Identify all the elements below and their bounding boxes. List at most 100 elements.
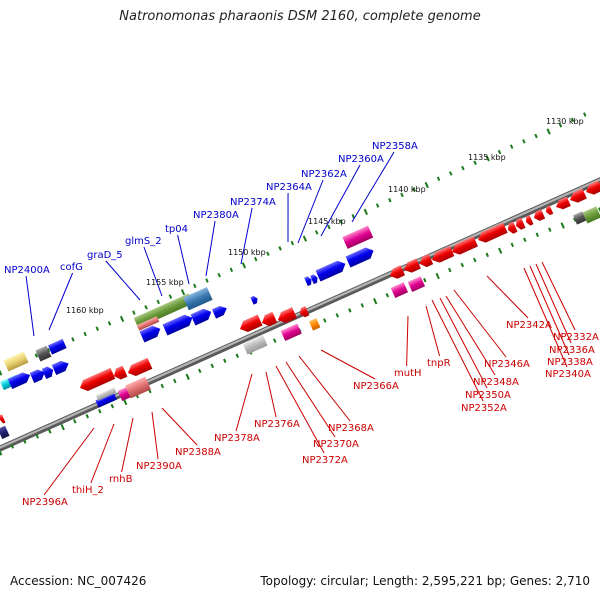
leader-line (486, 275, 529, 319)
inner-scale-tick (35, 434, 40, 439)
inner-scale-tick (223, 358, 227, 364)
outer-scale-tick (424, 181, 429, 189)
leader-line (445, 295, 496, 376)
gene-feature (300, 306, 310, 318)
leader-line (298, 355, 351, 422)
inner-scale-tick (73, 419, 77, 424)
outer-scale-tick (266, 251, 270, 256)
gene-feature (582, 206, 600, 224)
genome-backbone-highlight (0, 178, 600, 449)
inner-scale-tick (560, 222, 565, 229)
genome-summary-text: Topology: circular; Length: 2,595,221 bp… (260, 574, 590, 588)
gene-feature (516, 217, 526, 230)
gene-features (0, 180, 600, 440)
gene-feature (125, 376, 151, 399)
leader-line (431, 299, 484, 402)
outer-scale-tick (363, 208, 368, 215)
inner-scale-tick (385, 293, 390, 298)
leader-line (523, 267, 568, 368)
outer-scale-tick (509, 144, 514, 149)
outer-scale-tick (119, 315, 125, 323)
gene-feature (310, 274, 318, 285)
gene-feature (242, 334, 268, 355)
outer-scale-tick (278, 246, 282, 251)
inner-scale-tick (110, 403, 115, 409)
gene-feature (95, 387, 117, 401)
outer-scale-tick (436, 176, 441, 182)
leader-line (121, 417, 134, 473)
leader-line (151, 411, 159, 460)
gene-feature (80, 367, 116, 392)
inner-scale-tick (523, 237, 527, 243)
outer-scale-tick (254, 256, 258, 262)
leader-line (48, 272, 74, 331)
leader-line (297, 179, 324, 244)
reverse-gene-label: NP2338A (547, 357, 593, 368)
inner-scale-tick (535, 232, 540, 237)
leader-line (529, 265, 570, 356)
reverse-gene-label: NP2378A (214, 433, 260, 444)
outer-scale-tick (180, 288, 186, 296)
forward-gene-label: NP2360A (338, 154, 384, 165)
outer-scale-tick (83, 331, 87, 337)
inner-scale-tick (210, 363, 215, 369)
gene-feature (526, 214, 534, 226)
inner-scale-tick (10, 444, 15, 449)
outer-scale-tick (327, 224, 331, 230)
outer-scale-tick (95, 326, 100, 331)
forward-gene-label: NP2362A (301, 169, 347, 180)
gene-feature (546, 205, 554, 216)
leader-line (43, 427, 95, 496)
accession-text: Accession: NC_007426 (10, 574, 147, 588)
outer-scale-tick (473, 160, 477, 165)
label-leader-lines (25, 151, 576, 496)
gene-feature (308, 318, 321, 331)
outer-scale-tick (205, 278, 209, 283)
inner-scale-tick (0, 449, 3, 456)
scale-label: 1140 kbp (388, 185, 426, 194)
reverse-gene-label: tnpR (427, 358, 451, 369)
inner-scale-tick (360, 303, 365, 308)
leader-line (161, 407, 198, 446)
outer-scale-tick (522, 139, 526, 144)
inner-scale-tick (348, 308, 352, 313)
inner-scale-tick (510, 242, 515, 248)
leader-line (453, 289, 507, 358)
outer-scale-tick (461, 165, 465, 171)
leader-line (541, 261, 576, 331)
inner-scale-tick (435, 272, 440, 280)
gene-feature (432, 246, 455, 263)
forward-gene-labels: NP2358A NP2360A NP2362A NP2364A NP2374A NP238… (4, 141, 418, 276)
leader-line (425, 305, 441, 357)
gene-feature (139, 325, 161, 343)
leader-line (320, 349, 376, 380)
outer-scale-tick (302, 235, 308, 242)
gene-feature (420, 254, 434, 268)
outer-scale-tick (534, 133, 538, 139)
gene-feature (95, 392, 117, 408)
gene-feature (572, 211, 587, 225)
reverse-gene-label: NP2340A (545, 369, 591, 380)
gene-feature (7, 372, 31, 390)
inner-scale-tick (198, 368, 202, 374)
reverse-gene-label: rnhB (109, 474, 133, 485)
gene-feature (315, 260, 346, 282)
reverse-gene-label: NP2376A (254, 419, 300, 430)
inner-scale-tick (473, 257, 477, 263)
inner-scale-tick (460, 262, 465, 268)
inner-scale-tick (335, 313, 340, 318)
leader-line (25, 275, 35, 337)
reverse-gene-label: NP2348A (473, 377, 519, 388)
reverse-gene-label: NP2342A (506, 320, 552, 331)
gene-feature (41, 366, 54, 380)
outer-scale-tick (168, 294, 173, 299)
leader-line (90, 423, 115, 484)
outer-scale-tick (132, 310, 136, 315)
scale-label: 1130 kbp (546, 117, 584, 126)
outer-scale-tick (546, 128, 551, 135)
leader-line (205, 220, 216, 277)
outer-scale-tick (217, 272, 221, 278)
